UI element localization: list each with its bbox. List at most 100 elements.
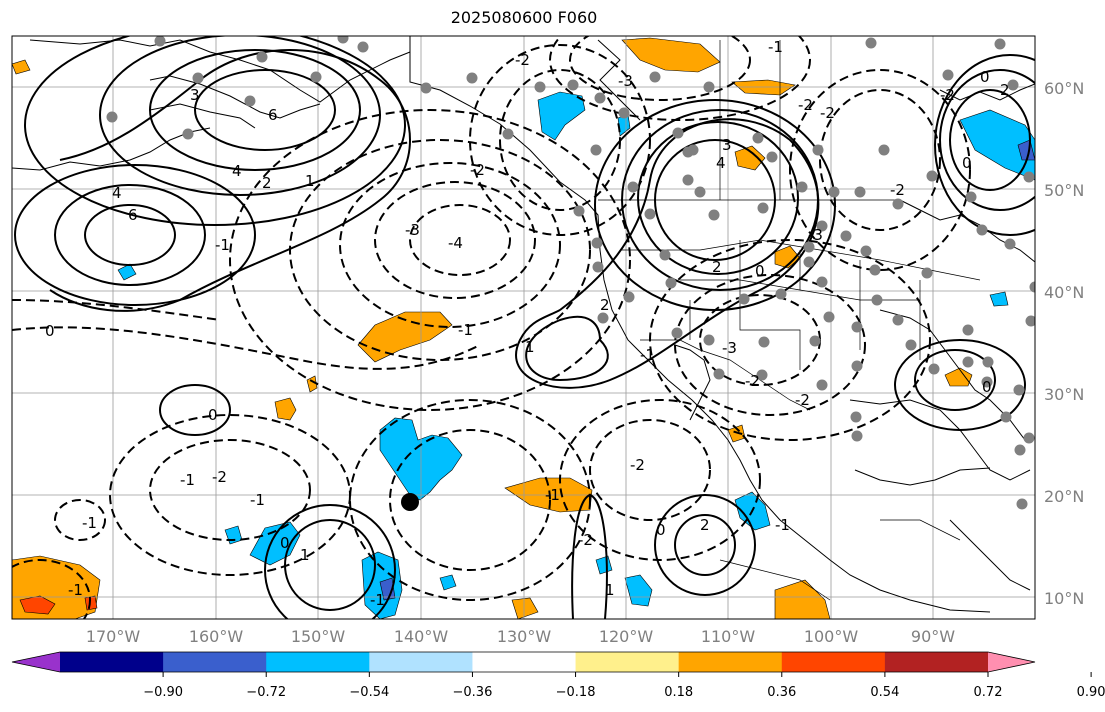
colorbar-tick-label: −0.36 [453,685,493,700]
contour-label: -2 [795,391,810,409]
colorbar-swatch [575,652,680,672]
lon-tick-label: 170°W [86,627,141,646]
contour-label: 3 [190,86,200,104]
contour-label: -1 [775,516,790,534]
map-title: 2025080600 F060 [450,8,598,27]
dashed-contour-lines [12,36,971,619]
contour-label: 0 [982,378,992,396]
colorbar-swatch [369,652,473,672]
graticule [12,36,1035,619]
colorbar-tick-label: 0.36 [767,685,796,700]
contour-label: -2 [630,456,645,474]
colorbar: −0.90 −0.72 −0.54 −0.36 −0.18 0.18 0.36 0.54 0.7… [11,651,1105,700]
contour-label: 2 [700,516,710,534]
contour-label: 1 [305,172,315,190]
contour-label: -1 [370,591,385,609]
contour-label: -2 [890,181,905,199]
blue-patch [117,263,137,281]
contour-label: 0 [755,262,765,280]
contour-label: 2 [712,258,722,276]
colorbar-tick-label: −0.72 [246,685,286,700]
lat-tick-label: 20°N [1044,487,1084,506]
contour-label: -2 [578,531,593,549]
contour-label: -3 [405,221,420,239]
contour-label: -1 [215,236,230,254]
map-background [12,36,1035,619]
contour-label: -1 [250,491,265,509]
contour-labels: 3 6 4 2 1 4 6 -1 0 -1 -3 -4 -2 -2 -2 -3 … [45,38,1010,609]
contour-label: 2 [262,174,272,192]
colorbar-swatch [163,652,267,672]
contour-label: -1 [458,321,473,339]
colorbar-swatch [266,652,370,672]
colorbar-swatch [678,652,783,672]
colorbar-tick-label: −0.18 [556,685,596,700]
blue-patch [537,91,586,141]
lat-tick-label: 50°N [1044,181,1084,200]
contour-label: 4 [232,162,242,180]
colorbar-tick-label: −0.90 [143,685,183,700]
colorbar-swatch [60,652,164,672]
colorbar-tick-label: 0.72 [974,685,1003,700]
contour-label: -2 [798,96,813,114]
contour-label: 1 [525,338,535,356]
colorbar-tick-label: 0.18 [664,685,693,700]
lon-tick-label: 120°W [599,627,654,646]
contour-label: -2 [470,161,485,179]
contour-label: 1 [605,581,615,599]
contour-label: 3 [722,136,732,154]
lon-tick-label: 160°W [189,627,244,646]
contour-label: -1 [640,346,655,364]
contour-label: -1 [82,514,97,532]
orange-patch [731,79,796,96]
orange-patch [734,145,766,171]
contour-label: 2 [600,296,610,314]
orange-patch [306,375,318,393]
lon-tick-label: 130°W [497,627,552,646]
lon-tick-label: 140°W [394,627,449,646]
orange-patch [12,59,31,75]
colorbar-tick-label: 0.90 [1077,685,1105,700]
blue-patch [249,521,301,566]
contour-label: -1 [768,38,783,56]
red-patch [84,595,98,611]
colorbar-outline [11,651,1036,673]
lon-tick-label: 100°W [804,627,859,646]
contour-label: 0 [980,68,990,86]
orange-patch [774,579,831,619]
orange-patch [944,367,973,387]
contour-label: 4 [112,184,122,202]
lat-tick-label: 40°N [1044,283,1084,302]
contour-lines [14,36,1035,619]
contour-label: 0 [208,406,218,424]
colorbar-tick-label: 0.54 [870,685,899,700]
contour-label: -3 [618,72,633,90]
contour-label: 1 [300,546,310,564]
contour-label: 6 [128,206,138,224]
contour-label: -2 [515,51,530,69]
blue-patch [989,291,1009,307]
colorbar-extend-min [12,652,60,672]
blue-patch [959,109,1035,181]
orange-patch [621,37,721,73]
blue-patch [439,574,457,591]
map-frame [11,35,1036,620]
colorbar-swatch [472,652,577,672]
lat-tick-labels: 60°N 50°N 40°N 30°N 20°N 10°N [1044,79,1084,608]
contour-label: -1 [180,471,195,489]
contour-label: 0 [280,534,290,552]
blue-patch [595,555,613,575]
colorbar-swatch [884,652,989,672]
contour-label: 0 [962,154,972,172]
contour-label: -3 [808,226,823,244]
lon-tick-labels: 170°W 160°W 150°W 140°W 130°W 120°W 110°… [86,627,955,646]
contour-label: -1 [545,486,560,504]
lat-tick-label: 60°N [1044,79,1084,98]
lon-tick-label: 110°W [701,627,756,646]
colorbar-extend-max [988,652,1035,672]
contour-label: 6 [268,106,278,124]
colorbar-tick-label: −0.54 [349,685,389,700]
contour-label: 0 [656,521,666,539]
contour-label: 2 [1000,81,1010,99]
